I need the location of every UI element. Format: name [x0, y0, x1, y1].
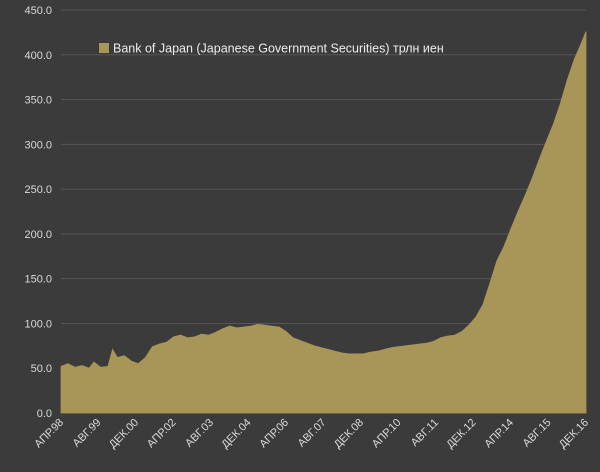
plot-area	[60, 31, 587, 414]
y-tick-label: 200.0	[24, 229, 52, 241]
y-tick-label: 0.0	[37, 408, 52, 420]
y-tick-label: 300.0	[24, 139, 52, 151]
y-tick-label: 50.0	[31, 363, 52, 375]
y-tick-label: 450.0	[24, 5, 52, 17]
legend-swatch	[99, 43, 109, 53]
y-tick-label: 350.0	[24, 95, 52, 107]
legend: Bank of Japan (Japanese Government Secur…	[99, 42, 444, 56]
y-tick-label: 100.0	[24, 318, 52, 330]
y-axis-tick-labels: 0.0 50.0 100.0 150.0 200.0 250.0 300.0 350.0 400…	[24, 5, 52, 420]
y-tick-label: 250.0	[24, 184, 52, 196]
y-tick-label: 400.0	[24, 50, 52, 62]
series-area	[60, 31, 587, 414]
y-tick-label: 150.0	[24, 274, 52, 286]
legend-label: Bank of Japan (Japanese Government Secur…	[113, 42, 444, 56]
